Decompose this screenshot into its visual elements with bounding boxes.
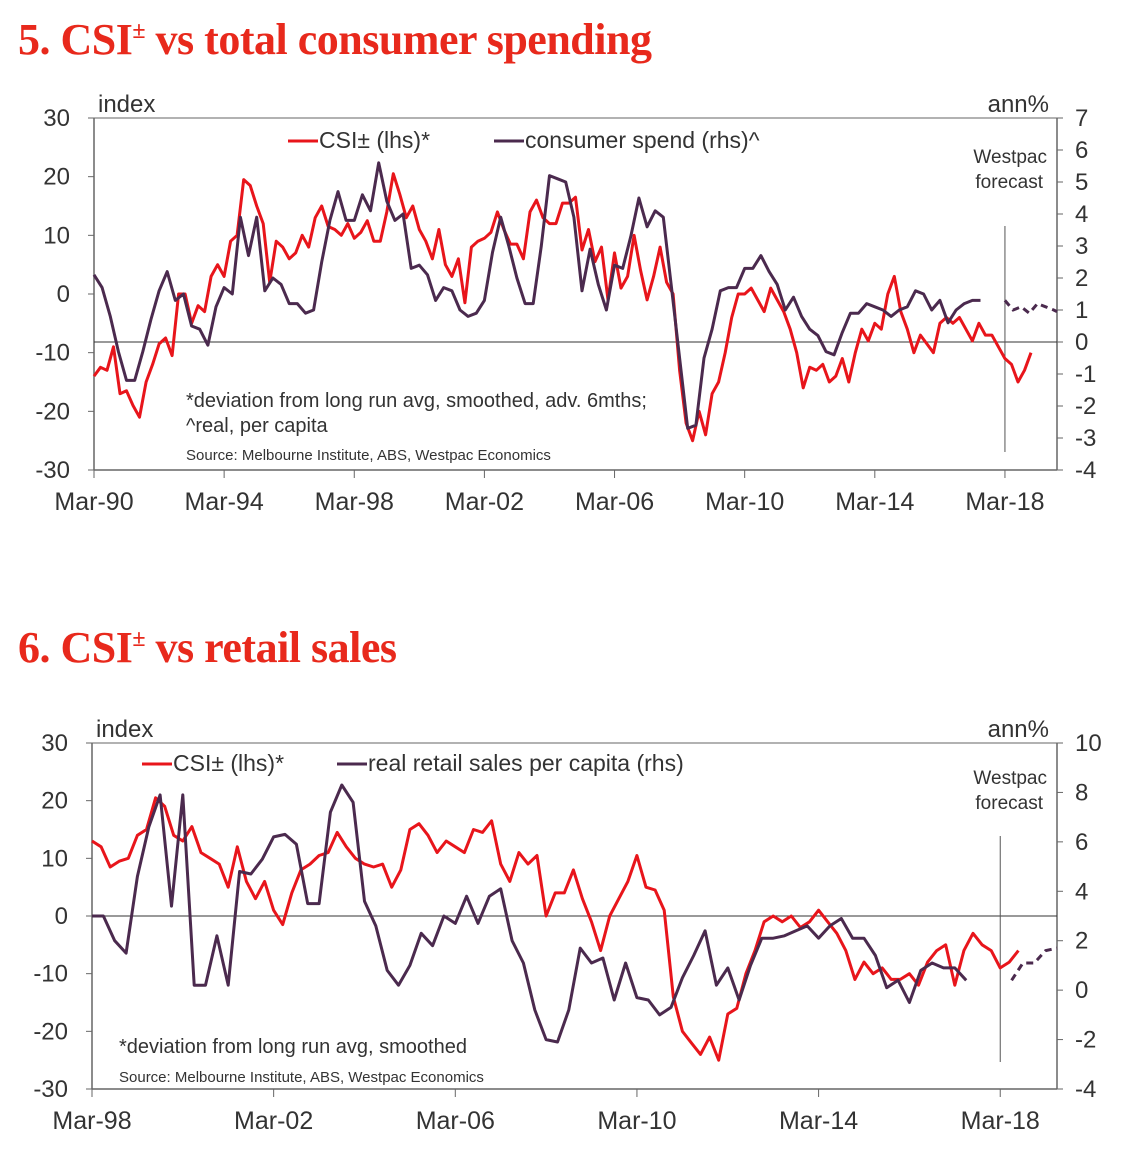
- c5-x-tick-label: Mar-18: [965, 488, 1044, 516]
- c6-left-tick-label: 0: [55, 903, 68, 930]
- c6-left-tick-label: 30: [41, 730, 68, 757]
- c5-right-tick-label: -2: [1075, 393, 1096, 420]
- c5-series-csi-line: [92, 172, 1033, 443]
- c6-right-axis-unit: ann%: [988, 716, 1049, 743]
- c5-x-tick-label: Mar-10: [705, 488, 784, 516]
- c6-footnote-0: *deviation from long run avg, smoothed: [119, 1036, 467, 1058]
- c6-forecast-label-1: Westpac: [973, 768, 1047, 789]
- c5-x-tick-label: Mar-02: [445, 488, 524, 516]
- c6-x-tick-label: Mar-18: [961, 1107, 1040, 1135]
- c5-left-tick-label: -10: [35, 340, 70, 367]
- c6-legend-label-1: real retail sales per capita (rhs): [368, 750, 684, 776]
- c5-right-tick-label: -3: [1075, 425, 1096, 452]
- c5-right-axis-unit: ann%: [988, 91, 1049, 118]
- c5-footnote-1: ^real, per capita: [186, 415, 329, 437]
- c6-x-tick-label: Mar-06: [416, 1107, 495, 1135]
- c6-right-tick-label: -2: [1075, 1027, 1096, 1054]
- c6-left-axis-unit: index: [96, 716, 153, 743]
- c5-right-tick-label: 4: [1075, 201, 1088, 228]
- c6-x-tick-label: Mar-98: [52, 1107, 131, 1135]
- c5-right-tick-label: 0: [1075, 329, 1088, 356]
- c5-forecast-label-2: forecast: [975, 172, 1043, 193]
- c5-left-tick-label: -20: [35, 398, 70, 425]
- c5-x-tick-label: Mar-98: [315, 488, 394, 516]
- c5-right-tick-label: 6: [1075, 137, 1088, 164]
- chart6-title: 6. CSI± vs retail sales: [18, 623, 397, 672]
- c5-legend-label-0: CSI± (lhs)*: [319, 127, 430, 153]
- c5-x-tick-label: Mar-90: [54, 488, 133, 516]
- c6-right-tick-label: -4: [1075, 1076, 1096, 1103]
- c5-left-tick-label: -30: [35, 457, 70, 484]
- c6-right-tick-label: 6: [1075, 829, 1088, 856]
- c6-series-forecast-line: [1010, 946, 1058, 982]
- c6-forecast-label-2: forecast: [975, 793, 1043, 814]
- c5-right-tick-label: -1: [1075, 361, 1096, 388]
- c5-forecast-label-1: Westpac: [973, 147, 1047, 168]
- c5-left-tick-label: 10: [43, 222, 70, 249]
- c6-right-tick-label: 2: [1075, 928, 1088, 955]
- c6-series-csi-line: [91, 796, 1020, 1062]
- c5-left-tick-label: 30: [43, 105, 70, 132]
- c5-right-tick-label: 3: [1075, 233, 1088, 260]
- c5-right-tick-label: 2: [1075, 265, 1088, 292]
- c6-right-tick-label: 4: [1075, 878, 1088, 905]
- c5-footnote-0: *deviation from long run avg, smoothed, …: [186, 390, 647, 412]
- c5-right-tick-label: 7: [1075, 105, 1088, 132]
- c6-left-tick-label: 20: [41, 788, 68, 815]
- c5-left-axis-unit: index: [98, 91, 155, 118]
- c6-x-tick-label: Mar-14: [779, 1107, 858, 1135]
- c5-legend-label-1: consumer spend (rhs)^: [525, 127, 760, 153]
- c6-legend-label-0: CSI± (lhs)*: [173, 750, 284, 776]
- c5-right-tick-label: 5: [1075, 169, 1088, 196]
- c5-right-tick-label: 1: [1075, 297, 1088, 324]
- c6-source-note: Source: Melbourne Institute, ABS, Westpa…: [119, 1069, 484, 1086]
- chart5-title: 5. CSI± vs total consumer spending: [18, 15, 652, 64]
- c5-left-tick-label: 20: [43, 164, 70, 191]
- c6-series-spend-line: [92, 783, 968, 1044]
- c5-x-tick-label: Mar-14: [835, 488, 914, 516]
- c6-x-tick-label: Mar-10: [597, 1107, 676, 1135]
- c5-series-spend-line: [92, 161, 981, 430]
- c6-right-tick-label: 10: [1075, 730, 1102, 757]
- c6-left-tick-label: -30: [33, 1076, 68, 1103]
- c6-right-tick-label: 8: [1075, 779, 1088, 806]
- c5-x-tick-label: Mar-06: [575, 488, 654, 516]
- c5-source-note: Source: Melbourne Institute, ABS, Westpa…: [186, 447, 551, 464]
- c6-x-tick-label: Mar-02: [234, 1107, 313, 1135]
- c6-right-tick-label: 0: [1075, 977, 1088, 1004]
- c6-left-tick-label: 10: [41, 845, 68, 872]
- c5-right-tick-label: -4: [1075, 457, 1096, 484]
- c5-x-tick-label: Mar-94: [185, 488, 264, 516]
- c6-left-tick-label: -20: [33, 1018, 68, 1045]
- c5-series-forecast-line: [1003, 299, 1058, 316]
- c6-left-tick-label: -10: [33, 961, 68, 988]
- c5-left-tick-label: 0: [57, 281, 70, 308]
